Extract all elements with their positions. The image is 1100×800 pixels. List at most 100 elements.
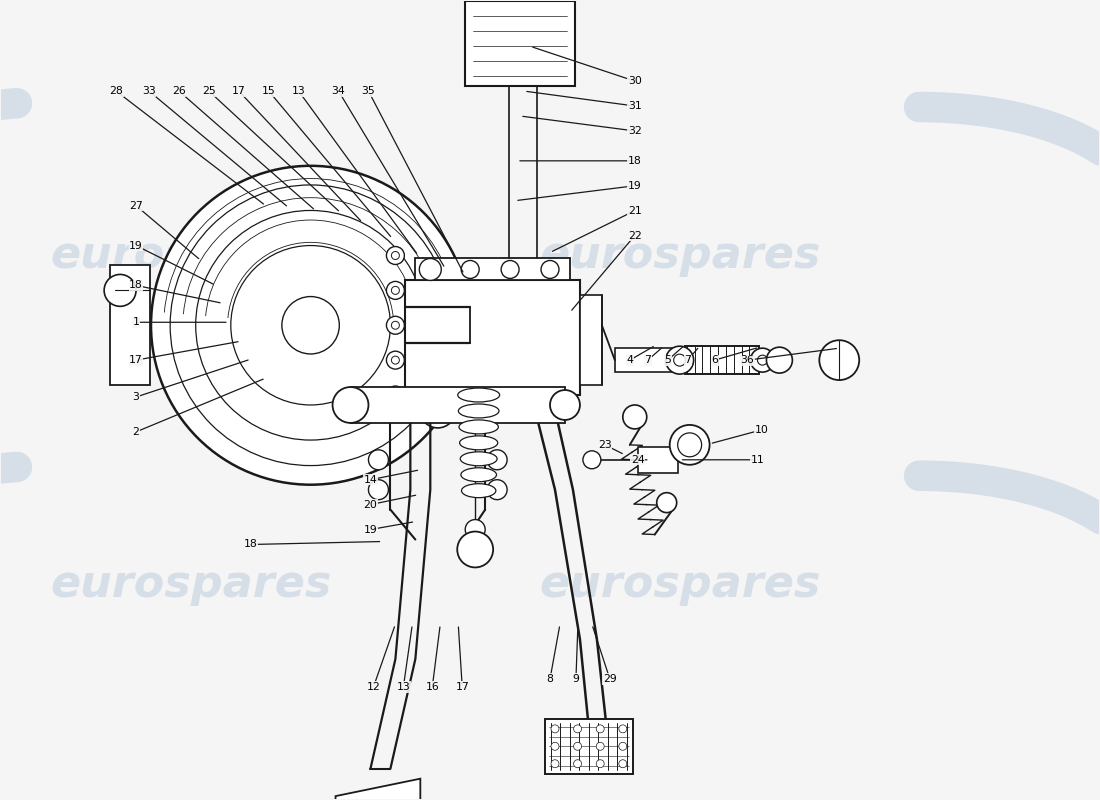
Text: 19: 19 bbox=[364, 525, 377, 534]
Text: 19: 19 bbox=[129, 241, 143, 250]
Circle shape bbox=[666, 346, 694, 374]
Circle shape bbox=[282, 297, 339, 354]
Text: 30: 30 bbox=[628, 76, 641, 86]
Circle shape bbox=[332, 387, 368, 423]
Bar bbox=[544, 719, 632, 774]
Circle shape bbox=[487, 450, 507, 470]
Circle shape bbox=[551, 742, 559, 750]
Text: eurospares: eurospares bbox=[539, 563, 821, 606]
Circle shape bbox=[386, 316, 405, 334]
Bar bbox=[406, 281, 580, 395]
Text: eurospares: eurospares bbox=[51, 234, 331, 277]
Circle shape bbox=[170, 185, 451, 466]
Text: 3: 3 bbox=[133, 392, 140, 402]
Circle shape bbox=[386, 351, 405, 369]
Bar bbox=[684, 346, 759, 374]
Text: 17: 17 bbox=[129, 355, 143, 365]
Circle shape bbox=[619, 760, 627, 768]
Circle shape bbox=[596, 760, 604, 768]
Circle shape bbox=[619, 725, 627, 733]
Bar bbox=[615, 348, 680, 372]
Circle shape bbox=[104, 274, 136, 306]
Circle shape bbox=[573, 725, 582, 733]
Ellipse shape bbox=[459, 404, 499, 418]
Circle shape bbox=[392, 251, 399, 259]
Circle shape bbox=[767, 347, 792, 373]
Text: 13: 13 bbox=[292, 86, 306, 96]
Text: eurospares: eurospares bbox=[539, 234, 821, 277]
Text: 17: 17 bbox=[232, 86, 245, 96]
Ellipse shape bbox=[462, 484, 496, 498]
Circle shape bbox=[623, 405, 647, 429]
Ellipse shape bbox=[461, 468, 496, 482]
Circle shape bbox=[386, 386, 405, 404]
Circle shape bbox=[657, 493, 676, 513]
Text: 5: 5 bbox=[664, 355, 671, 365]
Text: 6: 6 bbox=[711, 355, 718, 365]
Text: eurospares: eurospares bbox=[51, 563, 331, 606]
Text: 31: 31 bbox=[628, 101, 641, 111]
Text: 10: 10 bbox=[755, 425, 769, 435]
Circle shape bbox=[368, 480, 388, 500]
Text: 20: 20 bbox=[363, 500, 377, 510]
Circle shape bbox=[820, 340, 859, 380]
Bar bbox=[638, 447, 678, 473]
Circle shape bbox=[619, 742, 627, 750]
Text: 18: 18 bbox=[244, 539, 257, 550]
Text: 34: 34 bbox=[332, 86, 345, 96]
Circle shape bbox=[596, 725, 604, 733]
Circle shape bbox=[750, 348, 774, 372]
Text: 26: 26 bbox=[172, 86, 186, 96]
Text: 7: 7 bbox=[645, 355, 651, 365]
Text: 2: 2 bbox=[133, 427, 140, 437]
Text: 1: 1 bbox=[133, 318, 140, 327]
Circle shape bbox=[541, 261, 559, 278]
Text: 18: 18 bbox=[129, 280, 143, 290]
Text: 15: 15 bbox=[262, 86, 276, 96]
Text: 9: 9 bbox=[572, 674, 580, 684]
Circle shape bbox=[196, 210, 426, 440]
Circle shape bbox=[673, 354, 685, 366]
Text: 17: 17 bbox=[455, 682, 469, 692]
Circle shape bbox=[386, 246, 405, 265]
Text: 33: 33 bbox=[142, 86, 156, 96]
Circle shape bbox=[420, 392, 455, 428]
Text: 16: 16 bbox=[426, 682, 439, 692]
Text: 18: 18 bbox=[628, 156, 641, 166]
Circle shape bbox=[670, 425, 710, 465]
Text: 12: 12 bbox=[366, 682, 381, 692]
Circle shape bbox=[392, 356, 399, 364]
Circle shape bbox=[551, 760, 559, 768]
Bar bbox=[416, 258, 570, 281]
Circle shape bbox=[502, 261, 519, 278]
Text: 35: 35 bbox=[362, 86, 375, 96]
Circle shape bbox=[550, 390, 580, 420]
Text: 8: 8 bbox=[547, 674, 553, 684]
Circle shape bbox=[386, 282, 405, 299]
Circle shape bbox=[465, 519, 485, 539]
Text: 14: 14 bbox=[364, 474, 377, 485]
Circle shape bbox=[758, 355, 768, 365]
Text: 25: 25 bbox=[202, 86, 216, 96]
Text: 36: 36 bbox=[740, 355, 755, 365]
Circle shape bbox=[368, 450, 388, 470]
Circle shape bbox=[596, 742, 604, 750]
Text: 19: 19 bbox=[628, 181, 641, 190]
Text: 23: 23 bbox=[598, 440, 612, 450]
Circle shape bbox=[231, 246, 390, 405]
Circle shape bbox=[551, 725, 559, 733]
Bar bbox=[580, 295, 602, 385]
Circle shape bbox=[392, 322, 399, 330]
Ellipse shape bbox=[458, 388, 499, 402]
Text: 4: 4 bbox=[626, 355, 634, 365]
Bar bbox=[351, 387, 565, 423]
Text: 28: 28 bbox=[109, 86, 123, 96]
Text: 21: 21 bbox=[628, 206, 641, 216]
Circle shape bbox=[392, 286, 399, 294]
Text: 13: 13 bbox=[396, 682, 410, 692]
Text: 32: 32 bbox=[628, 126, 641, 136]
Circle shape bbox=[151, 166, 470, 485]
Ellipse shape bbox=[460, 436, 497, 450]
Text: 24: 24 bbox=[631, 454, 645, 465]
Circle shape bbox=[487, 480, 507, 500]
